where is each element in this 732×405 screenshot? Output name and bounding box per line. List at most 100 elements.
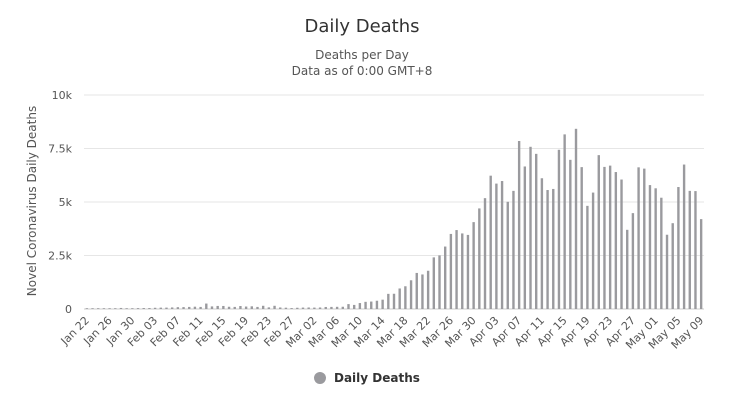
bar-apr-17[interactable] (574, 128, 578, 309)
bar-feb-02[interactable] (148, 308, 151, 309)
bar-apr-26[interactable] (626, 229, 629, 309)
bar-apr-10[interactable] (535, 153, 538, 309)
bar-mar-05[interactable] (330, 306, 333, 309)
bar-apr-18[interactable] (580, 167, 583, 309)
bar-apr-27[interactable] (631, 213, 635, 309)
legend-label[interactable]: Daily Deaths (334, 371, 420, 385)
bar-feb-14[interactable] (216, 305, 219, 309)
bar-jan-23[interactable] (91, 308, 94, 309)
bar-mar-11[interactable] (364, 301, 367, 309)
bar-mar-17[interactable] (398, 288, 401, 309)
bar-feb-04[interactable] (159, 307, 162, 309)
bar-mar-07[interactable] (341, 306, 344, 309)
bar-mar-20[interactable] (415, 272, 418, 309)
bar-apr-23[interactable] (608, 165, 612, 309)
bar-mar-14[interactable] (381, 299, 384, 309)
bar-jan-27[interactable] (114, 308, 117, 309)
bar-jan-22[interactable] (85, 308, 89, 309)
bar-may-02[interactable] (660, 197, 663, 309)
bar-feb-18[interactable] (239, 306, 242, 309)
bar-mar-26[interactable] (449, 233, 453, 309)
bar-jan-29[interactable] (125, 308, 128, 309)
bar-feb-29[interactable] (301, 307, 305, 309)
bar-feb-06[interactable] (170, 307, 174, 309)
bar-feb-27[interactable] (290, 308, 293, 309)
bar-mar-06[interactable] (335, 306, 339, 309)
bar-apr-11[interactable] (540, 178, 544, 309)
bar-apr-03[interactable] (495, 183, 498, 309)
bar-mar-09[interactable] (352, 304, 356, 309)
bar-jan-25[interactable] (102, 308, 106, 309)
bar-feb-22[interactable] (261, 305, 265, 309)
bar-mar-15[interactable] (387, 293, 390, 309)
bar-may-08[interactable] (694, 191, 697, 309)
bar-feb-20[interactable] (250, 306, 253, 309)
bar-apr-02[interactable] (489, 175, 492, 309)
bar-mar-24[interactable] (438, 255, 441, 309)
bar-apr-24[interactable] (614, 172, 618, 309)
bar-jan-30[interactable] (131, 308, 134, 309)
bar-apr-07[interactable] (517, 141, 521, 309)
bar-feb-16[interactable] (227, 306, 231, 309)
legend[interactable]: Daily Deaths (314, 371, 420, 385)
bar-may-09[interactable] (699, 219, 703, 309)
bar-may-04[interactable] (671, 223, 674, 309)
bar-feb-08[interactable] (182, 307, 185, 309)
bar-feb-09[interactable] (188, 306, 191, 309)
bar-feb-10[interactable] (193, 306, 197, 309)
bar-jan-28[interactable] (119, 307, 123, 309)
bar-feb-05[interactable] (165, 307, 168, 309)
bar-may-01[interactable] (654, 188, 657, 309)
bar-apr-08[interactable] (523, 166, 527, 309)
bar-feb-21[interactable] (256, 306, 259, 309)
bar-apr-01[interactable] (483, 198, 487, 309)
bar-apr-06[interactable] (512, 190, 515, 309)
bar-mar-31[interactable] (478, 208, 481, 309)
bar-apr-30[interactable] (648, 185, 652, 309)
bar-apr-15[interactable] (563, 134, 566, 309)
bar-feb-26[interactable] (284, 307, 288, 309)
bar-may-06[interactable] (682, 164, 686, 309)
bar-apr-25[interactable] (620, 179, 623, 309)
bar-mar-27[interactable] (455, 230, 458, 309)
bar-feb-12[interactable] (205, 303, 208, 309)
bar-mar-21[interactable] (421, 274, 424, 309)
bar-feb-19[interactable] (244, 306, 248, 309)
bar-apr-20[interactable] (591, 192, 595, 309)
bar-apr-04[interactable] (500, 181, 504, 309)
bar-jan-31[interactable] (136, 308, 140, 309)
bar-feb-24[interactable] (273, 305, 276, 309)
bar-feb-03[interactable] (153, 307, 157, 309)
bar-mar-12[interactable] (370, 301, 373, 309)
bar-mar-22[interactable] (426, 270, 430, 309)
bar-jan-24[interactable] (97, 308, 100, 309)
bar-mar-18[interactable] (404, 286, 407, 309)
bar-feb-11[interactable] (199, 306, 202, 309)
bar-apr-21[interactable] (597, 155, 600, 309)
bar-mar-30[interactable] (472, 222, 475, 309)
bar-feb-13[interactable] (210, 306, 214, 309)
bar-mar-29[interactable] (466, 234, 470, 309)
bar-apr-28[interactable] (637, 167, 640, 309)
bar-feb-28[interactable] (296, 307, 299, 309)
bar-mar-25[interactable] (444, 246, 447, 309)
bar-apr-09[interactable] (529, 146, 532, 309)
bar-may-07[interactable] (688, 190, 691, 309)
bar-apr-29[interactable] (643, 168, 646, 309)
bar-mar-16[interactable] (392, 293, 396, 309)
bar-jan-26[interactable] (108, 308, 111, 309)
bar-apr-12[interactable] (546, 190, 549, 309)
bar-mar-10[interactable] (358, 303, 362, 309)
bar-apr-16[interactable] (569, 159, 572, 309)
bar-mar-19[interactable] (409, 280, 413, 309)
bar-apr-05[interactable] (506, 201, 509, 309)
bar-feb-15[interactable] (222, 305, 225, 309)
bar-may-03[interactable] (665, 234, 669, 309)
bar-mar-13[interactable] (375, 300, 379, 309)
bar-may-05[interactable] (677, 187, 680, 309)
bar-apr-14[interactable] (557, 149, 561, 309)
bar-feb-01[interactable] (142, 308, 145, 309)
bar-mar-08[interactable] (347, 304, 350, 309)
legend-marker[interactable] (314, 372, 326, 384)
bar-mar-02[interactable] (313, 307, 316, 309)
